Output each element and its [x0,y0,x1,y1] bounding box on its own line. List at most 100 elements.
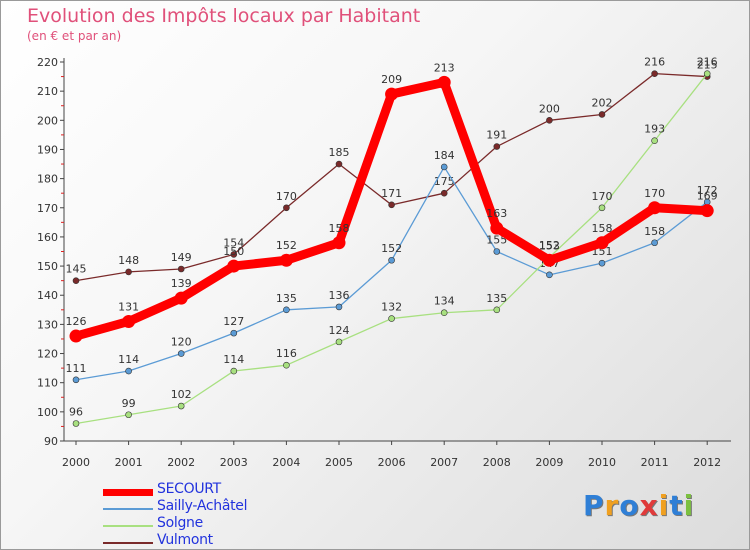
data-point [177,350,185,357]
y-tick-label: 180 [37,173,58,186]
data-point [437,75,451,89]
data-label: 145 [66,263,87,276]
data-label: 132 [381,301,402,314]
data-point [598,259,606,267]
data-label: 169 [697,190,718,203]
data-point [335,303,343,311]
data-point [651,239,658,247]
data-point [72,376,80,384]
x-tick-label: 2005 [325,456,353,469]
logo-letter: x [639,489,659,522]
data-label: 152 [381,242,402,255]
data-label: 155 [486,234,507,247]
data-point [700,204,714,218]
data-label: 200 [539,102,560,115]
y-tick-label: 170 [37,202,58,215]
data-label: 102 [171,388,192,401]
chart-subtitle: (en € et par an) [27,29,122,43]
data-point [440,189,448,197]
data-label: 149 [171,251,192,264]
logo-letter: t [669,489,684,522]
data-label: 163 [486,207,507,220]
data-label: 131 [118,300,139,313]
legend-label-sailly-achatel: Sailly-Achâtel [157,498,248,514]
x-tick-label: 2001 [115,456,143,469]
series-line-secourt [71,77,712,341]
y-tick-label: 190 [37,143,58,156]
data-point [72,420,80,427]
data-label: 171 [381,187,402,200]
data-label: 213 [434,61,455,74]
data-point [490,221,504,235]
data-point [546,117,553,124]
x-tick-label: 2011 [641,456,669,469]
data-label: 139 [171,277,192,290]
logo-letter: i [658,489,670,522]
legend-label-secourt: SECOURT [157,481,221,497]
legend-swatch-sailly-achatel [103,508,153,510]
logo-letter: o [619,489,640,522]
data-point [440,163,448,171]
data-point [125,268,132,276]
data-label: 150 [223,245,244,258]
data-point [283,361,290,369]
data-label: 216 [644,56,665,69]
data-point [125,367,132,375]
data-label: 158 [644,225,665,238]
data-point [230,329,238,337]
data-point [493,306,501,314]
data-label: 124 [329,324,350,337]
data-point [283,204,290,212]
x-tick-label: 2002 [167,456,195,469]
data-label: 209 [381,73,402,86]
data-point [598,111,606,118]
data-point [440,309,448,317]
data-point [595,236,609,250]
x-tick-label: 2004 [272,456,300,469]
legend-label-solgne: Solgne [157,515,203,531]
data-point [332,236,346,250]
data-label: 116 [276,347,297,360]
data-label: 175 [434,175,455,188]
data-label: 153 [539,239,560,252]
data-label: 120 [171,336,192,349]
y-tick-label: 200 [37,114,58,127]
y-tick-label: 90 [44,435,58,448]
data-label: 126 [66,315,87,328]
data-point [72,277,80,284]
y-tick-label: 130 [37,318,58,331]
data-label: 99 [122,397,136,410]
x-tick-label: 2008 [483,456,511,469]
chart-title: Evolution des Impôts locaux par Habitant [27,5,421,27]
x-tick-label: 2006 [378,456,406,469]
data-label: 215 [697,59,718,72]
data-label: 172 [697,184,718,197]
data-label: 134 [434,295,455,308]
legend-label-vulmont: Vulmont [157,532,213,548]
data-point [648,201,662,215]
x-tick-label: 2012 [693,456,721,469]
data-point [335,160,343,168]
data-label: 148 [118,254,139,267]
logo-letter: r [604,489,620,522]
data-label: 114 [223,353,244,366]
data-point [177,402,185,410]
data-point [385,87,399,101]
data-point [174,291,188,305]
data-point [546,271,553,279]
data-label: 111 [66,362,87,375]
data-label: 136 [329,289,350,302]
data-point [651,70,658,77]
data-label: 152 [276,239,297,252]
y-tick-label: 150 [37,260,58,273]
data-point [230,367,238,375]
data-point [279,253,293,267]
data-point [493,143,501,150]
data-point [227,259,241,273]
data-point [335,338,343,346]
data-point [125,411,132,419]
data-label: 158 [592,222,613,235]
data-label: 127 [223,315,244,328]
